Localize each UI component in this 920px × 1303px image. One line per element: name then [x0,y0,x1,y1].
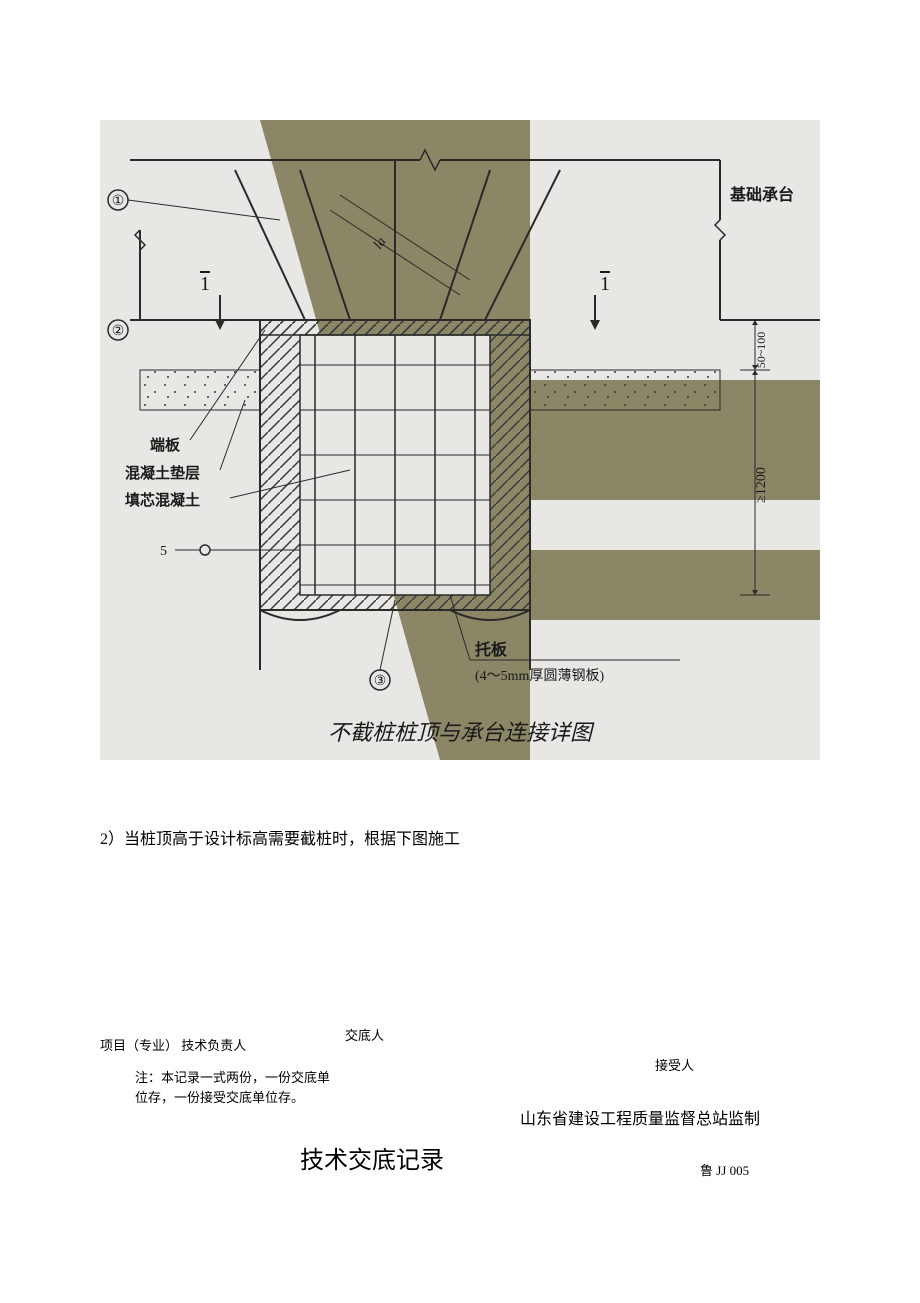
section-mark-left: 1 [200,273,210,295]
circle-1-label: ① [112,194,125,209]
footer-org: 山东省建设工程质量监督总站监制 [520,1105,760,1129]
length-mark-label: la [371,235,390,253]
bracket-plate-label: 托板 [475,640,508,659]
node-5-label: 5 [160,544,167,559]
footer-note-line2: 位存，一份接受交底单位存。 [135,1090,304,1105]
diagram-title: 不截桩桩顶与承台连接详图 [328,720,595,745]
footer-note: 注：本记录一式两份，一份交底单 位存，一份接受交底单位存。 [135,1068,365,1107]
body-item-2: 2）当桩顶高于设计标高需要截桩时，根据下图施工 [100,825,460,849]
bracket-note-label: (4～5mm厚圆薄钢板) [475,668,604,684]
pile-connection-diagram: la 1 1 ① [100,120,820,760]
core-concrete-label: 填芯混凝土 [125,491,200,509]
circle-2-label: ② [112,324,125,339]
foundation-cap-label: 基础承台 [729,185,794,204]
doc-code: 鲁 JJ 005 [700,1160,749,1179]
dim-top-label: 50~100 [754,332,768,369]
concrete-bedding-label: 混凝土垫层 [125,464,200,482]
footer-note-line1: 注：本记录一式两份，一份交底单 [135,1070,330,1085]
dim-bottom-label: ≥1200 [754,467,769,503]
receiving-signature: 接受人 [655,1055,694,1074]
technical-drawing: la 1 1 ① [100,120,820,760]
section-mark-right: 1 [600,273,610,295]
main-title: 技术交底记录 [300,1140,444,1175]
circle-3-label: ③ [374,674,387,689]
tech-lead-signature: 项目（专业） 技术负责人 [100,1035,246,1054]
disclosing-signature: 交底人 [345,1025,384,1044]
end-plate-label: 端板 [150,436,181,454]
